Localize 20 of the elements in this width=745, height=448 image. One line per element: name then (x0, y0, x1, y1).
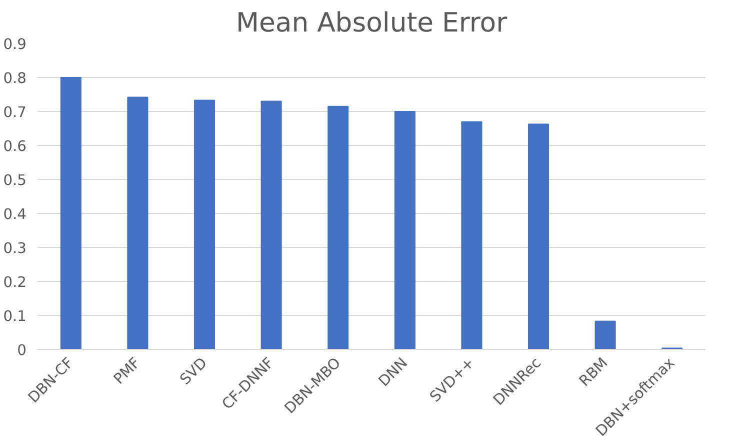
bar (328, 106, 349, 350)
bar (461, 121, 482, 350)
y-tick-label: 0.4 (3, 206, 27, 223)
y-tick-label: 0.2 (3, 274, 27, 291)
y-tick-label: 0.6 (3, 138, 27, 155)
bar (260, 100, 282, 350)
y-tick-label: 0.9 (3, 36, 27, 53)
bar (194, 100, 216, 350)
y-tick-label: 0 (17, 342, 27, 359)
chart-title: Mean Absolute Error (236, 8, 508, 38)
bar (127, 96, 148, 350)
y-tick-label: 0.1 (3, 308, 27, 325)
bar (394, 111, 416, 350)
bar (60, 77, 82, 350)
bar (528, 124, 550, 350)
y-tick-label: 0.5 (3, 172, 27, 189)
y-tick-label: 0.3 (3, 240, 27, 257)
bar (594, 320, 616, 350)
y-tick-label: 0.8 (3, 70, 27, 87)
y-tick-label: 0.7 (3, 104, 27, 121)
